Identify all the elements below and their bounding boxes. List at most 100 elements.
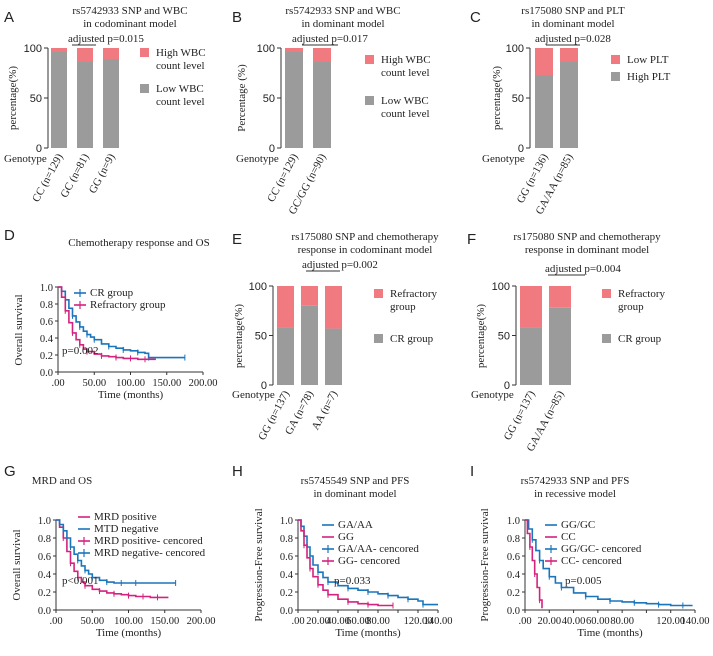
bar-low-wbc-count-level-1 xyxy=(313,62,331,148)
y-tick-label: 0.8 xyxy=(507,534,520,545)
panel-letter: C xyxy=(470,9,481,26)
x-tick-label: 40.00 xyxy=(326,616,350,627)
legend-label: Low WBC count level xyxy=(156,83,205,108)
legend-label-line: count level xyxy=(381,67,430,79)
x-tick-label: 100.00 xyxy=(114,616,143,627)
y-axis-label: Progression-Free survival xyxy=(479,508,491,621)
panel-letter: B xyxy=(232,9,242,26)
legend-label: GG xyxy=(338,531,354,543)
legend-label: High PLT xyxy=(627,71,671,83)
x-axis-label: Time (months) xyxy=(96,627,162,639)
legend-swatch xyxy=(365,96,374,105)
y-tick-label: 100 xyxy=(492,281,510,293)
legend-label: MTD negative xyxy=(94,523,159,535)
p-value-annotation: adjusted p=0.004 xyxy=(545,263,621,275)
km-curve-gg xyxy=(298,519,393,607)
p-value-annotation: p<0.001 xyxy=(62,575,98,587)
x-tick-label: 200.00 xyxy=(189,378,218,389)
bar-high-wbc-count-level-1 xyxy=(313,48,331,62)
chart-title: rs5745549 SNP and PFS xyxy=(301,475,410,487)
y-tick-label: 100 xyxy=(506,43,524,55)
legend-label: CR group xyxy=(618,333,662,345)
legend-label-line: High WBC xyxy=(381,54,431,66)
bar-cr-group-1 xyxy=(549,307,571,385)
x-tick-label: .00 xyxy=(51,378,64,389)
y-tick-label: 0.2 xyxy=(38,588,51,599)
legend-label-line: count level xyxy=(156,60,205,72)
bar-refractory-group-0 xyxy=(277,286,294,328)
x-tick-label: .00 xyxy=(291,616,304,627)
chart-title: rs5742933 SNP and WBC xyxy=(72,5,187,17)
y-tick-label: 100 xyxy=(24,43,42,55)
y-axis-label: percentage(%) xyxy=(7,66,19,130)
legend-label: Low PLT xyxy=(627,54,669,66)
legend-swatch xyxy=(365,55,374,64)
y-tick-label: 0 xyxy=(518,143,524,155)
legend-label-line: Refractory xyxy=(618,288,666,300)
chart-title: in codominant model xyxy=(83,18,176,30)
y-axis-label: Overall survival xyxy=(13,294,25,365)
y-tick-label: 0.8 xyxy=(280,534,293,545)
y-tick-label: 0 xyxy=(269,143,275,155)
bar-cr-group-0 xyxy=(520,327,542,385)
legend-label-line: Low WBC xyxy=(156,83,204,95)
panel-g: G MRD and OS 0.0 0.2 0.4 0.6 0.8 1.0 .00 50.00 100… xyxy=(4,463,215,639)
y-axis-label: Overall survival xyxy=(11,529,23,600)
bar-low-plt-0 xyxy=(535,48,553,75)
y-tick-label: 0.0 xyxy=(38,606,51,617)
bar-low-wbc-count-level-2 xyxy=(103,59,119,148)
legend-swatch xyxy=(374,289,383,298)
bar-low-wbc-count-level-0 xyxy=(285,52,303,148)
x-tick-label: 60.00 xyxy=(346,616,370,627)
y-tick-label: 0.8 xyxy=(38,534,51,545)
legend-label: MRD positive xyxy=(94,511,157,523)
legend-label: GA/AA- cencored xyxy=(338,543,419,555)
y-tick-label: 0.6 xyxy=(507,552,520,563)
chart-title: in dominant model xyxy=(531,18,614,30)
x-tick-label: 80.00 xyxy=(610,616,634,627)
chart-title: rs175080 SNP and chemotherapy xyxy=(291,231,439,243)
bar-cr-group-1 xyxy=(301,305,318,385)
panel-letter: I xyxy=(470,463,474,480)
y-tick-label: 0.4 xyxy=(507,570,521,581)
p-value-annotation: adjusted p=0.002 xyxy=(302,259,378,271)
legend-label: Refractory group xyxy=(618,288,666,313)
x-axis-label: Genotype xyxy=(482,153,525,165)
legend-label-line: count level xyxy=(156,96,205,108)
legend-swatch xyxy=(140,84,149,93)
chart-title: rs5742933 SNP and PFS xyxy=(521,475,630,487)
x-axis-label: Genotype xyxy=(4,153,47,165)
panel-letter: G xyxy=(4,463,16,480)
legend-swatch xyxy=(374,334,383,343)
y-tick-label: 50 xyxy=(255,331,267,343)
x-tick-label: 120.00 xyxy=(656,616,685,627)
legend-label: MRD negative- cencored xyxy=(94,547,206,559)
p-value-annotation: adjusted p=0.015 xyxy=(68,33,144,45)
bar-refractory-group-1 xyxy=(549,286,571,308)
panel-letter: D xyxy=(4,227,15,244)
panel-letter: E xyxy=(232,231,242,248)
legend-label: High WBC count level xyxy=(156,47,206,72)
x-tick-label: 100.00 xyxy=(116,378,145,389)
km-curve-mrd-positive xyxy=(56,519,169,599)
legend-label: CR group xyxy=(90,287,134,299)
x-tick-label: 50.00 xyxy=(80,616,104,627)
y-tick-label: 0.0 xyxy=(507,606,520,617)
bar-low-plt-1 xyxy=(560,48,578,62)
chart-title: response in codominant model xyxy=(298,244,433,256)
bar-refractory-group-2 xyxy=(325,286,342,329)
x-axis-label: Genotype xyxy=(471,389,514,401)
x-tick-label: 120.00 xyxy=(404,616,433,627)
x-tick-label: GG (n=9) xyxy=(87,151,118,195)
y-tick-label: 0 xyxy=(261,380,267,392)
panel-letter: H xyxy=(232,463,243,480)
y-tick-label: 0.6 xyxy=(280,552,293,563)
x-axis-label: Time (months) xyxy=(98,389,164,401)
x-axis-label: Genotype xyxy=(236,153,279,165)
bar-cr-group-2 xyxy=(325,328,342,385)
bar-high-wbc-count-level-0 xyxy=(51,48,67,52)
y-tick-label: 50 xyxy=(263,93,275,105)
